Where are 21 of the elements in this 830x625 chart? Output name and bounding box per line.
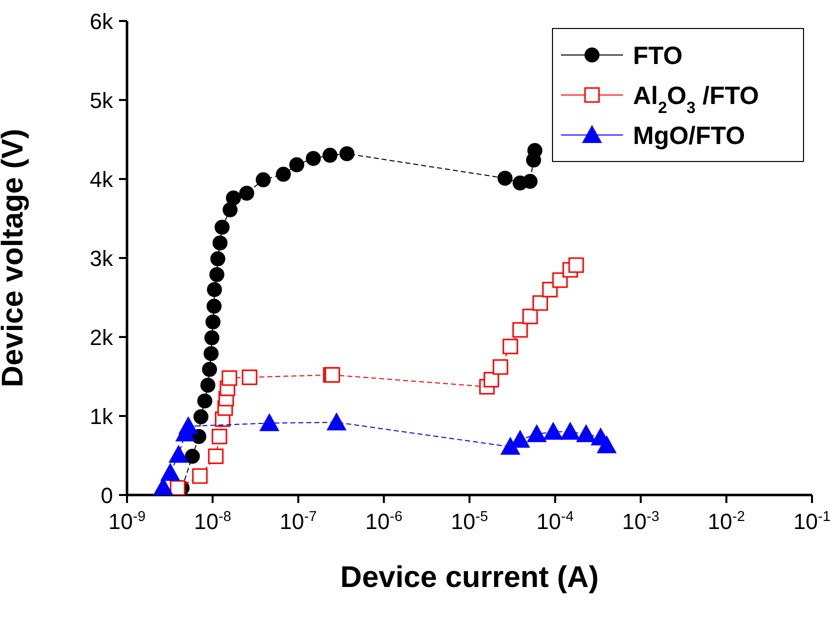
x-tick-label: 10$^{-5}$ xyxy=(450,509,488,534)
x-tick-label: 10$^{-4}$ xyxy=(536,509,574,534)
x-axis-title: Device current (A) xyxy=(340,561,599,594)
y-tick-label: 3k xyxy=(90,246,114,271)
x-tick-label: 10$^{-1}$ xyxy=(793,509,830,534)
y-tick-label: 1k xyxy=(90,404,114,429)
x-tick-label: 10$^{-8}$ xyxy=(194,509,232,534)
x-tick-label: 10$^{-9}$ xyxy=(108,509,146,534)
x-tick-label: 10$^{-2}$ xyxy=(708,509,746,534)
x-tick-label: 10$^{-3}$ xyxy=(622,509,660,534)
y-tick-label: 2k xyxy=(90,325,114,350)
legend-label: MgO/FTO xyxy=(633,122,746,150)
y-axis-title: Device voltage (V) xyxy=(0,128,30,388)
y-tick-label: 5k xyxy=(90,88,114,113)
x-tick-label: 10$^{-7}$ xyxy=(280,509,317,534)
legend-label: FTO xyxy=(633,42,683,70)
x-tick-label: 10$^{-6}$ xyxy=(365,509,403,534)
legend-label: Al$_{2}$O$_{3}$ /FTO xyxy=(633,82,759,117)
y-tick-label: 6k xyxy=(90,9,114,34)
y-tick-label: 0 xyxy=(100,483,113,508)
y-tick-label: 4k xyxy=(90,167,114,192)
